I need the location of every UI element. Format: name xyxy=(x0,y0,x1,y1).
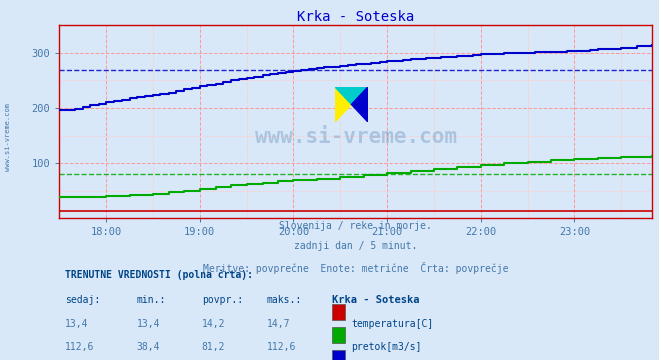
Text: Meritve: povprečne  Enote: metrične  Črta: povprečje: Meritve: povprečne Enote: metrične Črta:… xyxy=(203,262,509,274)
Text: 13,4: 13,4 xyxy=(65,319,89,329)
Text: 14,2: 14,2 xyxy=(202,319,225,329)
Text: pretok[m3/s]: pretok[m3/s] xyxy=(351,342,422,352)
FancyBboxPatch shape xyxy=(332,304,345,320)
Text: zadnji dan / 5 minut.: zadnji dan / 5 minut. xyxy=(294,241,418,251)
FancyBboxPatch shape xyxy=(332,350,345,360)
Text: Krka - Soteska: Krka - Soteska xyxy=(332,294,420,305)
Text: Slovenija / reke in morje.: Slovenija / reke in morje. xyxy=(279,221,432,231)
Text: www.si-vreme.com: www.si-vreme.com xyxy=(5,103,11,171)
Text: 14,7: 14,7 xyxy=(267,319,291,329)
Text: min.:: min.: xyxy=(136,294,166,305)
Title: Krka - Soteska: Krka - Soteska xyxy=(297,10,415,24)
Text: 38,4: 38,4 xyxy=(136,342,160,352)
Text: povpr.:: povpr.: xyxy=(202,294,243,305)
Text: 112,6: 112,6 xyxy=(267,342,297,352)
FancyBboxPatch shape xyxy=(332,327,345,343)
Text: 81,2: 81,2 xyxy=(202,342,225,352)
Text: temperatura[C]: temperatura[C] xyxy=(351,319,434,329)
Text: sedaj:: sedaj: xyxy=(65,294,100,305)
Text: 13,4: 13,4 xyxy=(136,319,160,329)
Text: www.si-vreme.com: www.si-vreme.com xyxy=(255,127,457,147)
Text: TRENUTNE VREDNOSTI (polna črta):: TRENUTNE VREDNOSTI (polna črta): xyxy=(65,270,253,280)
Text: 112,6: 112,6 xyxy=(65,342,95,352)
Text: maks.:: maks.: xyxy=(267,294,302,305)
